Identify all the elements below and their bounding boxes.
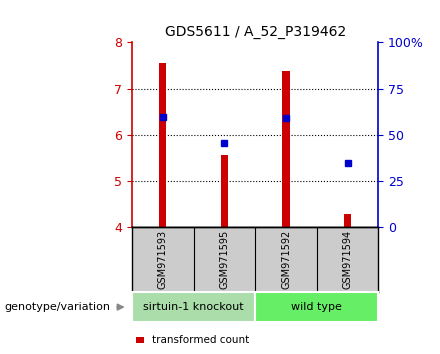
Text: GSM971593: GSM971593 (158, 230, 168, 289)
Bar (159, 63, 166, 227)
Text: GSM971594: GSM971594 (343, 230, 352, 289)
Text: GSM971595: GSM971595 (220, 230, 229, 289)
Text: genotype/variation: genotype/variation (4, 302, 110, 312)
Text: GSM971592: GSM971592 (281, 230, 291, 289)
Text: transformed count: transformed count (152, 335, 249, 345)
Bar (132, 292, 255, 322)
Bar (221, 155, 228, 227)
Bar (136, 337, 144, 343)
Title: GDS5611 / A_52_P319462: GDS5611 / A_52_P319462 (165, 25, 346, 39)
Text: sirtuin-1 knockout: sirtuin-1 knockout (143, 302, 244, 312)
Bar (282, 71, 290, 227)
Text: wild type: wild type (291, 302, 342, 312)
Bar (344, 214, 351, 227)
Bar (255, 292, 378, 322)
